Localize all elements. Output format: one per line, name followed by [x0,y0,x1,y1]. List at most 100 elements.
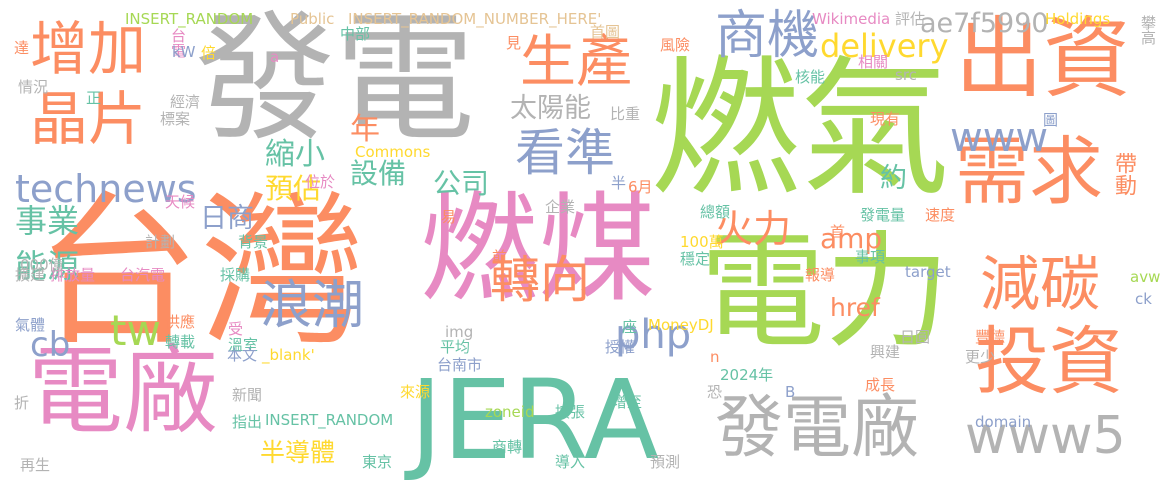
cloud-word: 位於 [305,173,336,191]
cloud-word: www5 [965,406,1126,466]
cloud-word: 設備 [350,157,407,190]
cloud-word: tw [110,306,161,355]
cloud-word: 圖 [1041,112,1059,127]
cloud-word: 增加 [30,15,147,83]
cloud-word: 縮小 [265,137,325,172]
cloud-word: _blank' [262,346,315,364]
cloud-word: 生產 [520,30,632,95]
cloud-word: delivery [820,27,949,65]
cloud-word: 風險 [660,36,691,54]
cloud-word: 新聞 [232,386,263,404]
cloud-word: 相關 [858,53,889,71]
cloud-word: 再生 [20,456,51,474]
cloud-word: Commons [355,143,431,161]
cloud-word: 企業 [545,198,576,216]
cloud-word: 總額 [700,203,731,221]
cloud-word: zoneid [485,403,535,421]
cloud-word: 中部 [340,25,371,43]
cloud-word: 速度 [925,206,956,224]
cloud-word: 成長 [865,376,896,394]
cloud-word: 台電 [169,28,187,58]
cloud-word: 計劃 [145,233,176,251]
cloud-word: 更少 [965,348,996,366]
cloud-word: 增至 [612,393,643,411]
cloud-word: avw [1130,268,1161,286]
cloud-word: 評估 [895,10,926,28]
cloud-word: MoneyDJ [648,316,714,334]
cloud-word: 攀高 [1139,15,1157,45]
cloud-word: 日圓 [900,328,931,346]
cloud-word: 正 [84,90,102,105]
cloud-word: 看準 [515,124,615,182]
cloud-word: 興建 [870,343,901,361]
cloud-word: 座 [622,318,638,336]
cloud-word: 燃煤 [420,180,657,318]
cloud-word: amp [820,222,883,255]
cloud-word: 前 [492,248,508,266]
cloud-word: 半 [609,175,627,190]
cloud-word: cb [30,325,71,365]
cloud-word: INSERT_RANDOM [125,10,254,28]
cloud-word: img [445,323,474,341]
cloud-word: 擴建 [15,266,46,284]
cloud-word: 太陽能 [510,93,591,124]
cloud-word: 約 [880,163,907,194]
cloud-word: 易 [441,208,457,226]
cloud-word: 商機 [715,6,820,66]
cloud-word: 投資 [975,319,1123,405]
cloud-word: href [830,293,880,322]
cloud-word: 6月 [628,178,653,196]
cloud-word: src [895,66,917,84]
cloud-word: 指出 [232,413,263,431]
cloud-word: 恐 [707,383,723,401]
cloud-word: INSERT_RANDOM_NUMBER_HERE' [348,10,602,28]
cloud-word: 穩定 [680,250,711,268]
cloud-word: 比重 [610,105,641,123]
cloud-word: 公司 [433,167,490,200]
cloud-word: 排放量 [50,266,96,284]
cloud-word: 發電 [195,0,476,161]
cloud-word: 報導 [805,266,836,284]
cloud-word: 供應 [165,313,196,331]
cloud-word: domain [975,413,1032,431]
cloud-word: 電力 [700,220,950,365]
cloud-word: target [905,263,951,281]
cloud-word: 來源 [400,383,431,401]
cloud-word: ae7f5990 [920,8,1049,39]
cloud-word: Public [290,10,335,28]
cloud-word: 預測 [650,453,681,471]
cloud-word: 發電廠 [715,389,920,468]
cloud-word: 採購 [220,266,251,284]
cloud-word: www [950,115,1049,161]
cloud-word: 東京 [362,453,393,471]
cloud-word: ck [1135,290,1152,308]
cloud-word: 轉向 [490,251,590,309]
cloud-word: 浪潮 [260,276,365,336]
cloud-word: n [710,348,720,366]
cloud-word: 倍 [199,45,217,60]
cloud-word: 事業 [15,202,80,240]
cloud-word: 日商 [200,203,254,234]
cloud-word: 溫室 [228,336,259,354]
cloud-word: 發電量 [860,206,906,224]
cloud-word: 氣體 [15,316,46,334]
cloud-word: 現有 [870,110,901,128]
cloud-word: 擴張 [555,403,586,421]
cloud-word: 情況 [18,78,49,96]
cloud-word: 首圖 [590,23,621,41]
cloud-word: 需求 [955,129,1103,215]
cloud-word: 事項 [855,248,886,266]
cloud-word: 導入 [555,453,586,471]
cloud-word: 見 [504,35,522,50]
cloud-word: 核能 [795,68,826,86]
cloud-word: 出資 [955,7,1132,110]
cloud-word: php [615,312,692,358]
cloud-word: 減碳 [980,250,1100,320]
cloud-word: INSERT_RANDOM [265,411,394,429]
cloud-word: JERA [410,356,660,482]
cloud-word: 台灣 [35,176,365,368]
cloud-word: 台南市 [437,356,483,374]
cloud-word: 授權 [605,338,636,356]
cloud-word: 半導體 [260,438,336,467]
